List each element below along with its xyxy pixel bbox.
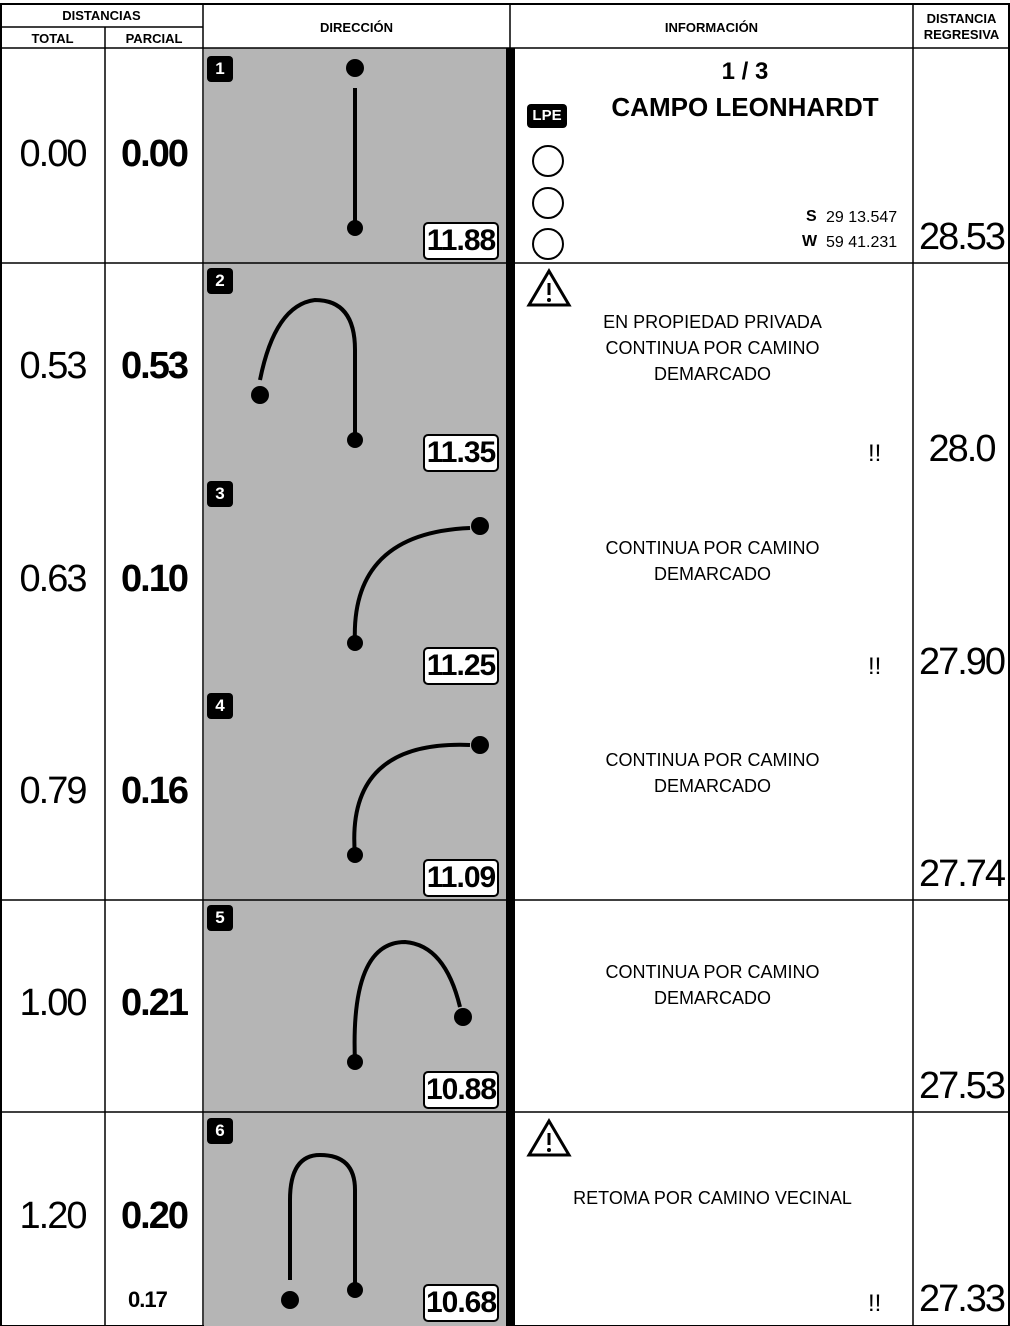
info-text: CONTINUA POR CAMINO bbox=[485, 335, 940, 361]
partial-distance: 0.53 bbox=[105, 345, 203, 388]
info-text: DEMARCADO bbox=[485, 773, 940, 799]
warning-icon bbox=[526, 1118, 572, 1158]
attention-mark: !! bbox=[868, 440, 881, 468]
partial-distance: 0.10 bbox=[105, 558, 203, 601]
waypoint-title: CAMPO LEONHARDT bbox=[580, 92, 910, 123]
info-icon bbox=[530, 185, 566, 221]
info-icon bbox=[530, 226, 566, 262]
lon-label: W bbox=[802, 233, 817, 251]
total-distance: 1.00 bbox=[0, 982, 105, 1025]
tulip-diagram bbox=[205, 48, 505, 260]
lat-value: 29 13.547 bbox=[826, 209, 897, 227]
total-distance: 0.63 bbox=[0, 558, 105, 601]
info-text: DEMARCADO bbox=[485, 985, 940, 1011]
extra-distance: 0.17 bbox=[128, 1287, 167, 1313]
direction-bar bbox=[506, 48, 515, 1326]
total-distance: 0.53 bbox=[0, 345, 105, 388]
info-text: CONTINUA POR CAMINO bbox=[485, 959, 940, 985]
attention-mark: !! bbox=[868, 653, 881, 681]
info-text: CONTINUA POR CAMINO bbox=[485, 747, 940, 773]
info-text: CONTINUA POR CAMINO bbox=[485, 535, 940, 561]
info-text: DEMARCADO bbox=[485, 361, 940, 387]
lon-value: 59 41.231 bbox=[826, 234, 897, 252]
header-direccion: DIRECCIÓN bbox=[203, 20, 510, 35]
countdown-distance: 28.53 bbox=[913, 216, 1010, 259]
tulip-diagram bbox=[205, 260, 505, 472]
attention-mark: !! bbox=[868, 1290, 881, 1318]
partial-distance: 0.20 bbox=[105, 1195, 203, 1238]
countdown-distance: 27.53 bbox=[913, 1065, 1010, 1108]
grid bbox=[0, 0, 1010, 1326]
header-distancias: DISTANCIAS bbox=[0, 8, 203, 23]
lat-label: S bbox=[806, 208, 817, 226]
tulip-diagram bbox=[205, 1110, 505, 1322]
total-distance: 0.00 bbox=[0, 133, 105, 176]
header-total: TOTAL bbox=[0, 31, 105, 46]
total-distance: 0.79 bbox=[0, 770, 105, 813]
roadbook-page: DISTANCIAS TOTAL PARCIAL DIRECCIÓN INFOR… bbox=[0, 0, 1010, 1326]
countdown-distance: 27.74 bbox=[913, 853, 1010, 896]
partial-distance: 0.16 bbox=[105, 770, 203, 813]
info-icon bbox=[530, 143, 566, 179]
info-text: RETOMA POR CAMINO VECINAL bbox=[485, 1185, 940, 1211]
warning-icon bbox=[526, 268, 572, 308]
page-indicator: 1 / 3 bbox=[660, 58, 830, 86]
badge: LPE bbox=[527, 104, 567, 128]
header-informacion: INFORMACIÓN bbox=[510, 20, 913, 35]
info-text: DEMARCADO bbox=[485, 561, 940, 587]
countdown-distance: 27.90 bbox=[913, 641, 1010, 684]
tulip-diagram bbox=[205, 473, 505, 685]
countdown-distance: 27.33 bbox=[913, 1278, 1010, 1321]
partial-distance: 0.21 bbox=[105, 982, 203, 1025]
tulip-diagram bbox=[205, 685, 505, 897]
info-text: EN PROPIEDAD PRIVADA bbox=[485, 309, 940, 335]
total-distance: 1.20 bbox=[0, 1195, 105, 1238]
tulip-diagram bbox=[205, 897, 505, 1109]
header-parcial: PARCIAL bbox=[105, 31, 203, 46]
header-regresiva-1: DISTANCIA bbox=[913, 11, 1010, 26]
partial-distance: 0.00 bbox=[105, 133, 203, 176]
header-regresiva-2: REGRESIVA bbox=[913, 27, 1010, 42]
countdown-distance: 28.0 bbox=[913, 428, 1010, 471]
